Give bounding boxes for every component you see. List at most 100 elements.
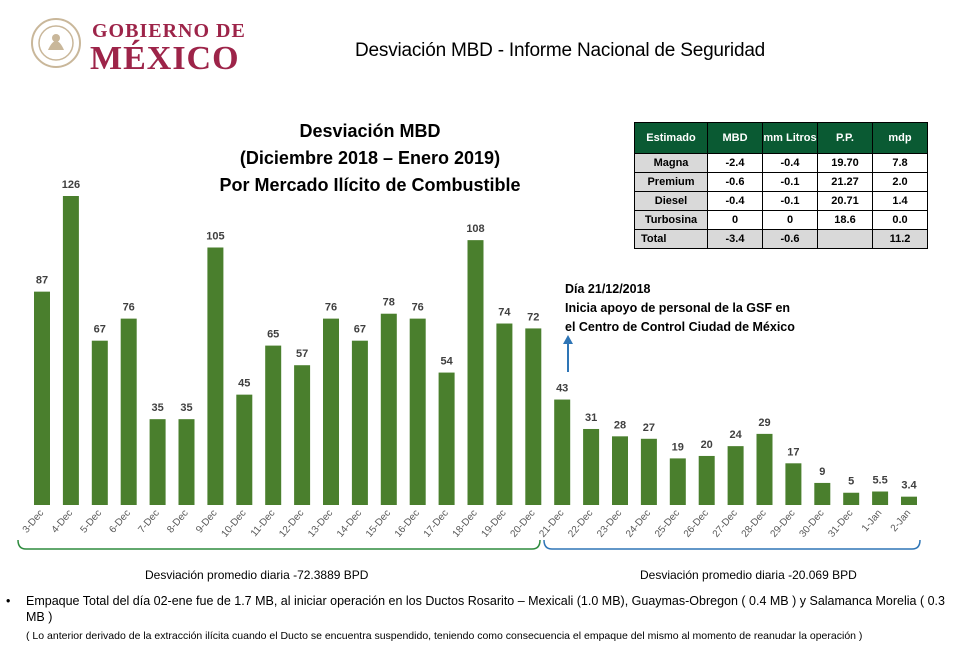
header-cell: Estimado: [634, 122, 708, 154]
data-label: 29: [758, 417, 770, 429]
x-tick-label: 14-Dec: [335, 508, 364, 540]
data-label: 54: [440, 356, 453, 368]
bar-13-Dec: [323, 318, 339, 505]
table-row: Premium -0.6 -0.1 21.27 2.0: [634, 172, 928, 192]
table-cell: -0.4: [762, 153, 818, 173]
chart-title-line-2: (Diciembre 2018 – Enero 2019): [239, 148, 501, 168]
table-cell: -2.4: [707, 153, 763, 173]
average-right: Desviación promedio diaria -20.069 BPD: [640, 568, 857, 582]
annotation-line-2: Inicia apoyo de personal de la GSF en: [565, 301, 791, 315]
bar-19-Dec: [496, 323, 513, 505]
bar-28-Dec: [756, 433, 773, 505]
row-label: Total: [634, 229, 708, 249]
estimate-table-header: Estimado MBD mm Litros P.P. mdp: [634, 122, 928, 154]
table-row: Turbosina 0 0 18.6 0.0: [634, 210, 928, 230]
data-label: 35: [151, 402, 163, 414]
footer-line-1: Empaque Total del día 02-ene fue de 1.7 …: [26, 594, 945, 624]
data-label: 5.5: [872, 475, 887, 487]
bar-2-Jan: [901, 496, 917, 505]
bar-17-Dec: [438, 372, 455, 505]
x-tick-label: 11-Dec: [249, 508, 278, 539]
bar-16-Dec: [409, 318, 426, 505]
data-label: 57: [296, 348, 308, 360]
x-tick-label: 15-Dec: [364, 508, 393, 540]
table-cell: 21.27: [817, 172, 873, 192]
data-label: 19: [672, 441, 684, 453]
bracket-late-period: [543, 539, 921, 550]
data-label: 35: [180, 402, 192, 414]
x-tick-label: 29-Dec: [769, 508, 798, 540]
x-tick-label: 17-Dec: [422, 508, 451, 540]
bar-1-Jan: [872, 491, 889, 505]
data-label: 24: [729, 429, 742, 441]
table-cell: 20.71: [817, 191, 873, 211]
bar-29-Dec: [785, 463, 802, 505]
bar-5-Dec: [91, 340, 108, 505]
table-cell: -3.4: [707, 229, 763, 249]
bar-9-Dec: [207, 247, 224, 505]
annotation-note: Día 21/12/2018 Inicia apoyo de personal …: [565, 280, 795, 337]
table-cell: 18.6: [817, 210, 873, 230]
table-row-total: Total -3.4 -0.6 11.2: [634, 229, 928, 249]
bullet-icon: •: [6, 594, 11, 608]
data-label: 78: [383, 297, 395, 309]
row-label: Diesel: [634, 191, 708, 211]
x-tick-label: 22-Dec: [566, 508, 595, 540]
bar-30-Dec: [814, 482, 831, 505]
header-cell: P.P.: [817, 122, 873, 154]
arrow-head-icon: [563, 335, 573, 344]
national-seal-icon: [31, 18, 81, 68]
x-tick-label: 6-Dec: [107, 508, 133, 536]
bar-25-Dec: [669, 458, 686, 505]
bar-24-Dec: [640, 438, 657, 505]
chart-title-line-1: Desviación MBD: [299, 121, 441, 141]
row-label: Turbosina: [634, 210, 708, 230]
bar-22-Dec: [583, 428, 600, 505]
data-label: 31: [585, 412, 597, 424]
data-label: 3.4: [901, 480, 917, 492]
x-tick-label: 21-Dec: [537, 508, 566, 540]
footer-line-2: ( Lo anterior derivado de la extracción …: [26, 630, 863, 642]
bar-15-Dec: [380, 313, 397, 505]
bar-8-Dec: [178, 419, 195, 505]
annotation-line-1: Día 21/12/2018: [565, 282, 651, 296]
x-tick-label: 9-Dec: [194, 508, 220, 536]
logo-line-1: GOBIERNO DE: [92, 20, 246, 42]
header-cell: mdp: [872, 122, 928, 154]
x-tick-label: 12-Dec: [277, 508, 306, 540]
bar-20-Dec: [525, 328, 542, 505]
x-tick-label: 27-Dec: [711, 508, 740, 540]
data-label: 65: [267, 329, 279, 341]
gobierno-logo: GOBIERNO DE MÉXICO: [30, 10, 245, 80]
x-tick-label: 5-Dec: [79, 508, 105, 536]
data-label: 5: [848, 476, 854, 488]
data-label: 76: [325, 302, 337, 314]
x-tick-label: 28-Dec: [740, 508, 769, 540]
bar-26-Dec: [698, 455, 715, 505]
data-label: 45: [238, 378, 250, 390]
data-label: 43: [556, 383, 568, 395]
x-tick-label: 26-Dec: [682, 508, 711, 540]
chart-title-line-3: Por Mercado Ilícito de Combustible: [219, 175, 521, 195]
data-label: 108: [466, 223, 484, 235]
data-label: 76: [412, 302, 424, 314]
bar-18-Dec: [467, 240, 484, 505]
x-tick-label: 10-Dec: [219, 508, 248, 540]
x-tick-label: 23-Dec: [595, 508, 624, 540]
footer-notes: • Empaque Total del día 02-ene fue de 1.…: [6, 593, 946, 644]
x-tick-label: 8-Dec: [165, 508, 191, 536]
data-label: 72: [527, 311, 539, 323]
x-tick-label: 25-Dec: [653, 508, 682, 540]
bar-14-Dec: [351, 340, 368, 505]
data-label: 17: [787, 446, 799, 458]
data-label: 27: [643, 422, 655, 434]
data-label: 105: [206, 231, 224, 243]
bar-4-Dec: [62, 196, 79, 505]
chart-title: Desviación MBD (Diciembre 2018 – Enero 2…: [175, 118, 565, 199]
x-tick-label: 1-Jan: [860, 508, 885, 534]
data-label: 9: [819, 466, 825, 478]
table-cell: -0.6: [707, 172, 763, 192]
x-tick-label: 16-Dec: [393, 508, 422, 540]
table-cell: [817, 229, 873, 249]
